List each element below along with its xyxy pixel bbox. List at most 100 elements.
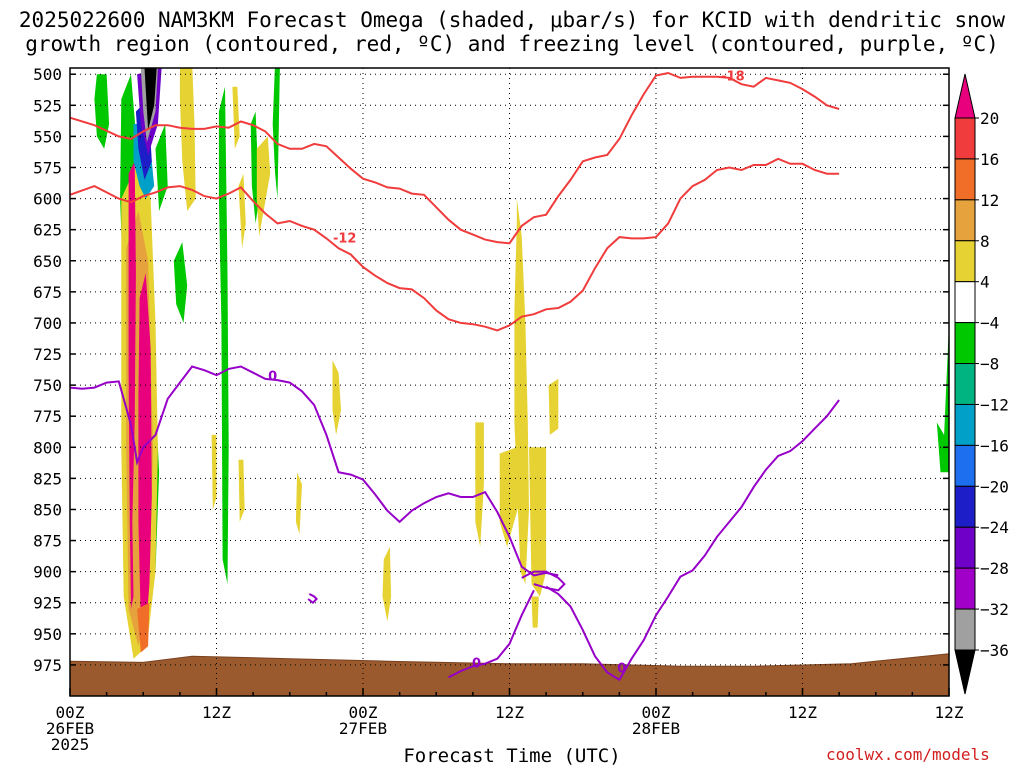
y-tick-label-500: 500 [33,65,62,84]
omega-shade-region-3 [218,86,229,585]
omega-shade-region-5 [272,68,280,199]
colorbar-label-6: −8 [980,355,999,374]
omega-shading [94,68,949,659]
omega-shade-region-0 [94,74,110,149]
y-tick-label-900: 900 [33,563,62,582]
colorbar-swatch-4 [954,281,976,324]
freezing-contour-label-0: 0 [268,369,277,384]
colorbar-top-arrow [954,73,976,119]
x-tick-label-0-0: 00Z [56,703,85,722]
colorbar-swatch-1 [954,158,976,201]
x-tick-label-24-0: 00Z [349,703,378,722]
freezing-contour-line-4 [307,593,318,605]
chart-title-line-2: growth region (contoured, red, ºC) and f… [25,32,999,56]
plot-frame [69,67,950,697]
y-tick-label-950: 950 [33,625,62,644]
credit-text: coolwx.com/models [826,745,990,764]
omega-shade-region-19 [499,447,520,547]
y-tick-label-975: 975 [33,656,62,675]
y-tick-label-525: 525 [33,96,62,115]
omega-shade-region-23 [531,596,539,628]
y-tick-label-650: 650 [33,252,62,271]
omega-shade-region-16 [332,360,341,435]
colorbar-swatch-7 [954,403,976,446]
colorbar-swatch-3 [954,240,976,283]
colorbar: 20 16 12 8 4 −4 −8 −12 −16 −20 −24 −28 −32 −36 [954,73,1009,695]
omega-shade-region-20 [514,198,529,585]
omega-shade-region-21 [529,447,547,597]
omega-shade-region-9 [179,68,196,211]
omega-shade-region-10 [238,173,246,249]
colorbar-swatch-5 [954,322,976,365]
colorbar-swatch-8 [954,444,976,487]
omega-shade-region-13 [211,434,217,510]
x-tick-label-24-1: 27FEB [339,719,387,738]
colorbar-label-2: 12 [980,191,999,210]
y-tick-label-700: 700 [33,314,62,333]
colorbar-swatch-10 [954,526,976,569]
y-tick-label-800: 800 [33,438,62,457]
y-tick-label-725: 725 [33,345,62,364]
x-tick-label-72: 12Z [935,703,964,722]
y-tick-label-925: 925 [33,594,62,613]
colorbar-label-11: −28 [980,559,1009,578]
colorbar-label-4: 4 [980,273,990,292]
omega-shade-region-18 [475,422,484,547]
y-tick-label-675: 675 [33,283,62,302]
colorbar-label-10: −24 [980,518,1009,537]
omega-shade-region-12 [232,86,240,149]
colorbar-swatch-11 [954,567,976,610]
colorbar-swatch-9 [954,485,976,528]
y-tick-label-575: 575 [33,158,62,177]
y-axis: 500 525 550 575 600 625 650 675 700 725 750 775 800 8… [33,65,949,675]
omega-shade-region-26 [128,161,136,610]
colorbar-bottom-arrow [954,649,976,695]
omega-shade-region-11 [256,136,271,236]
colorbar-swatch-12 [954,608,976,651]
omega-shade-region-15 [295,472,302,535]
x-tick-label-0-2: 2025 [51,735,90,754]
chart-title-line-1: 2025022600 NAM3KM Forecast Omega (shaded… [18,8,1006,32]
colorbar-label-12: −32 [980,600,1009,619]
x-tick-label-12-0: 12Z [202,703,231,722]
colorbar-label-8: −16 [980,436,1009,455]
terrain-fill [70,653,949,696]
dgz-contour-label-1: -18 [721,70,745,85]
colorbar-label-7: −12 [980,395,1009,414]
y-tick-label-550: 550 [33,127,62,146]
colorbar-swatch-2 [954,199,976,242]
omega-shade-region-33 [144,68,157,131]
dgz-contour-line-1 [70,71,840,245]
grid-lines [70,68,949,696]
x-tick-label-60-0: 12Z [788,703,817,722]
x-axis-label: Forecast Time (UTC) [403,745,621,767]
y-tick-label-775: 775 [33,407,62,426]
dgz-contour-line-0 [70,157,840,332]
colorbar-swatch-6 [954,363,976,405]
freezing-contour-label-1: 0 [617,662,626,677]
x-tick-label-36-0: 12Z [495,703,524,722]
freezing-contour-line-0 [70,365,559,577]
colorbar-label-3: 8 [980,232,990,251]
y-tick-label-750: 750 [33,376,62,395]
y-tick-label-600: 600 [33,190,62,209]
omega-shade-region-22 [548,378,559,435]
y-tick-label-625: 625 [33,221,62,240]
colorbar-label-9: −20 [980,477,1009,496]
colorbar-label-0: 20 [980,109,999,128]
freezing-contour-label-2: 0 [472,657,481,672]
freezing-contour-line-1 [545,399,840,682]
colorbar-label-1: 16 [980,150,999,169]
x-tick-label-0-1: 26FEB [46,719,94,738]
omega-shade-region-28 [137,602,150,653]
dgz-contour-label-0: -12 [333,231,357,246]
omega-shade-region-17 [382,546,392,622]
x-tick-label-48-0: 00Z [642,703,671,722]
colorbar-label-13: −36 [980,641,1009,660]
contours: -12 -18 0 0 0 [70,70,840,682]
omega-shade-region-6 [173,242,188,323]
x-tick-label-48-1: 28FEB [632,719,680,738]
omega-shade-region-27 [138,273,152,634]
